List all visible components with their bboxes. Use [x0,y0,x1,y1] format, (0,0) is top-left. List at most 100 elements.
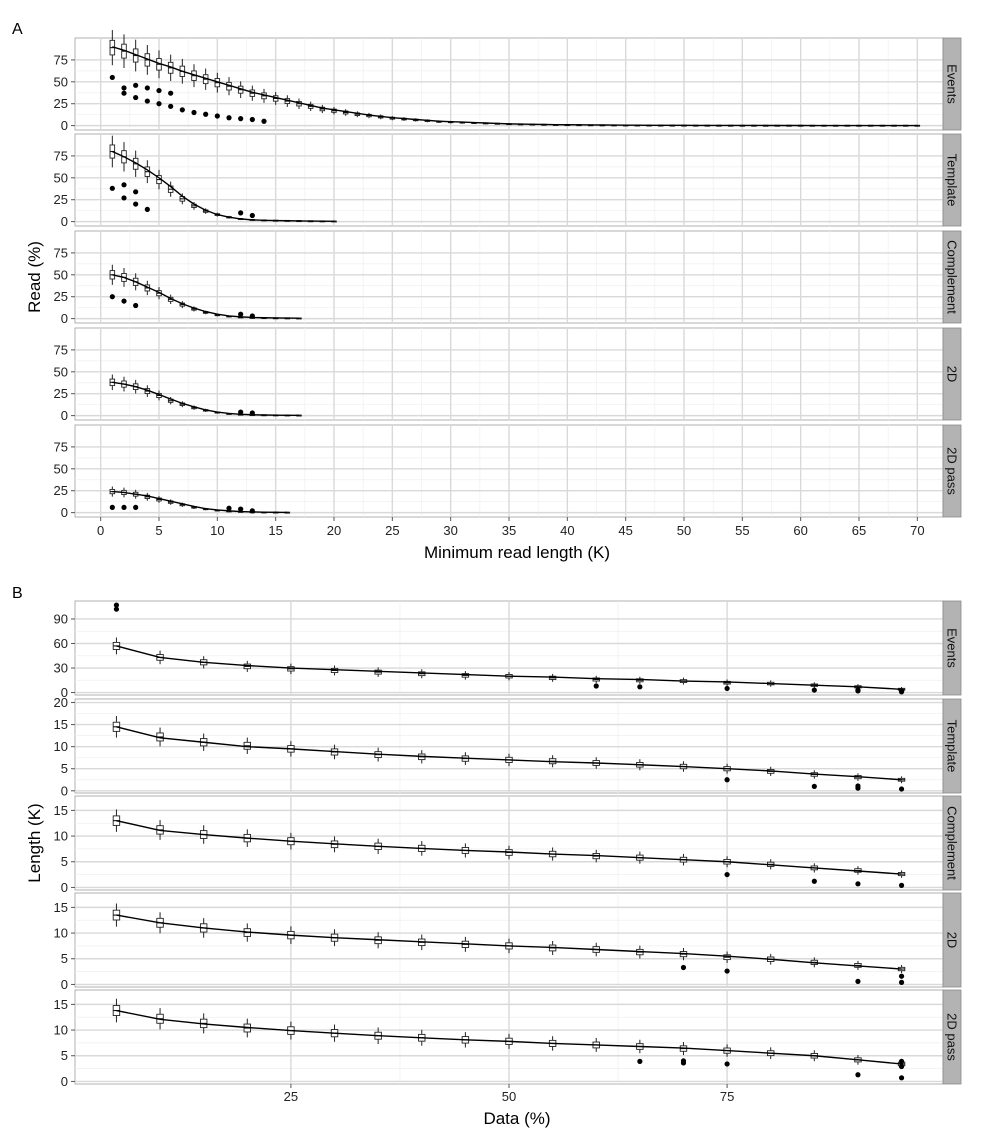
trend-line [112,274,300,319]
outlier-point [168,103,174,109]
outlier-point [121,85,127,91]
x-tick-label: 45 [618,523,632,538]
y-tick-label: 15 [54,803,68,818]
y-tick-label: 50 [54,461,68,476]
panel-b-facet-template: 0 5 10 15 20 Template [54,695,962,798]
x-tick-label: 15 [268,523,282,538]
y-tick-label: 25 [54,483,68,498]
outlier-point [811,878,817,884]
outlier-point [855,687,861,693]
facet-strip [942,892,962,988]
facet-strip [942,424,962,518]
outlier-point [113,602,120,608]
y-tick-label: 90 [54,611,68,626]
panel-a-facet-2d-pass: 0 25 50 75 2D pass [54,424,962,520]
trend-line [116,726,902,781]
x-tick-label: 30 [443,523,457,538]
y-tick-label: 25 [54,192,68,207]
outlier-point [724,968,730,974]
outlier-point [898,1058,905,1064]
outlier-point [724,685,730,692]
y-tick-label: 15 [54,900,68,915]
trend-line [112,490,288,514]
y-tick-label: 60 [54,636,68,651]
outlier-point [191,109,197,116]
outlier-point [680,964,687,971]
y-tick-label: 5 [61,951,68,966]
x-tick-label: 50 [677,523,691,538]
y-tick-label: 50 [54,364,68,379]
facet-strip [942,37,962,131]
outlier-point [109,185,115,191]
outlier-point [898,688,905,694]
y-tick-label: 75 [54,245,68,260]
facet-strip [942,327,962,421]
outlier-point [179,107,185,113]
outlier-point [811,687,817,693]
outlier-point [144,85,150,91]
outlier-point [109,294,115,300]
outlier-point [238,506,244,512]
panel-letter-b: B [12,585,23,602]
facet-strip-label: 2D [945,366,960,383]
outlier-point [133,82,139,88]
x-tick-label: 5 [155,523,162,538]
trend-line [116,645,902,690]
panel-a-facet-events: 0 25 50 75 Events [54,30,962,133]
y-tick-label: 5 [61,854,68,869]
y-tick-label: 0 [61,408,68,423]
outlier-point [637,684,643,690]
facet-strip-label: 2D [945,932,960,949]
y-tick-label: 15 [54,997,68,1012]
outlier-point [249,410,255,416]
outlier-point [238,311,244,317]
outlier-point [637,1058,643,1064]
outlier-point [121,90,127,96]
outlier-point [724,871,730,878]
outlier-point [121,504,127,510]
y-tick-label: 75 [54,52,68,67]
facet-strip-label: Events [945,64,960,104]
outlier-point [238,409,244,415]
panel-b-x-axis-title: Data (%) [483,1109,550,1128]
outlier-point [203,111,209,117]
box-mark [144,160,151,184]
outlier-point [261,118,267,124]
outlier-point [249,313,255,319]
y-tick-label: 75 [54,439,68,454]
x-tick-label: 10 [210,523,224,538]
x-tick-label: 60 [793,523,807,538]
facet-strip-label: Events [945,628,960,668]
y-tick-label: 0 [61,118,68,133]
outlier-point [121,195,127,201]
facet-strip-label: 2D pass [945,447,960,495]
y-tick-label: 25 [54,289,68,304]
facet-strip-label: Complement [945,806,960,880]
outlier-point [113,606,120,612]
y-tick-label: 10 [54,739,68,754]
outlier-point [156,101,162,107]
y-tick-label: 25 [54,386,68,401]
outlier-point [156,87,162,94]
outlier-point [898,1075,905,1081]
panel-a-y-axis-title: Read (%) [25,241,44,313]
outlier-point [898,1063,905,1070]
outlier-point [168,90,174,96]
outlier-point [121,298,127,304]
outlier-point [811,783,817,789]
y-tick-label: 50 [54,267,68,282]
outlier-point [249,212,255,219]
outlier-point [238,116,244,122]
trend-line [116,819,902,875]
facet-strip-label: Template [945,720,960,773]
y-tick-label: 0 [61,880,68,895]
outlier-point [898,973,905,979]
box-mark [112,715,121,738]
trend-line [112,46,918,127]
panel-a-facet-complement: 0 25 50 75 Complement [54,230,962,326]
y-tick-label: 0 [61,505,68,520]
trend-line [112,150,335,222]
y-tick-label: 0 [61,214,68,229]
